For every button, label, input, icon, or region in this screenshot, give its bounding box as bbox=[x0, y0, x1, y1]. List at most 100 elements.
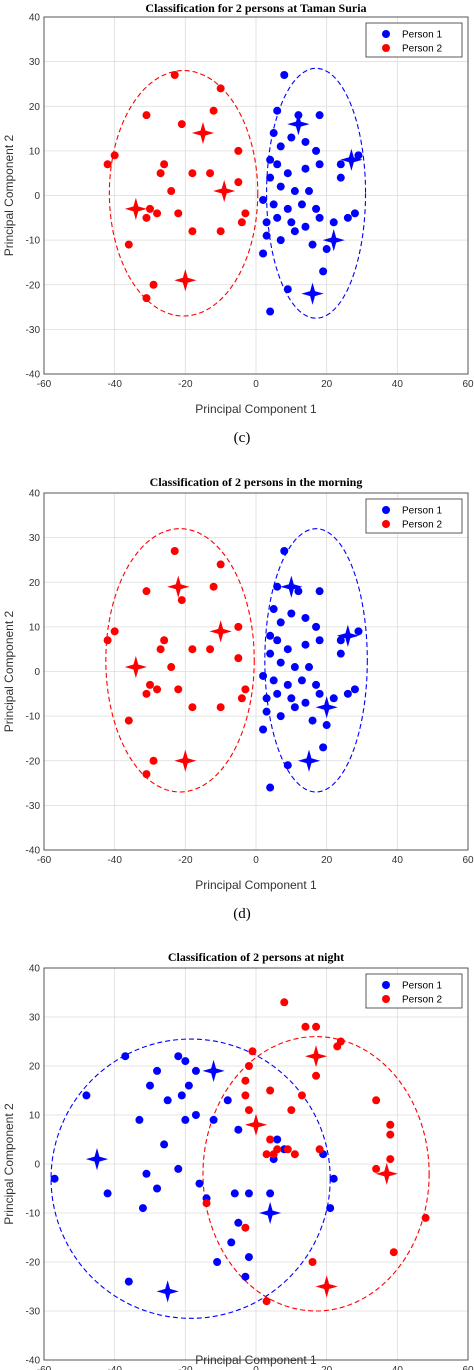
panel-caption: (c) bbox=[234, 430, 251, 446]
y-tick-label: -30 bbox=[26, 325, 41, 336]
legend-label: Person 1 bbox=[402, 981, 442, 992]
data-point-person-1 bbox=[269, 200, 278, 209]
data-point-person-1 bbox=[266, 649, 275, 658]
data-point-person-1 bbox=[287, 609, 296, 618]
data-point-person-1 bbox=[273, 213, 282, 222]
data-point-person-1 bbox=[177, 1091, 186, 1100]
data-point-person-1 bbox=[269, 605, 278, 614]
data-point-person-1 bbox=[266, 155, 275, 164]
plot-frame bbox=[43, 16, 469, 375]
data-point-person-1 bbox=[305, 187, 313, 196]
x-axis-label: Principal Component 1 bbox=[195, 878, 317, 892]
data-point-person-2 bbox=[241, 685, 250, 694]
data-point-person-2 bbox=[188, 645, 197, 654]
centroid-star-person-2 bbox=[315, 1275, 338, 1298]
data-point-person-1 bbox=[234, 1218, 243, 1227]
data-point-person-1 bbox=[287, 218, 296, 227]
data-point-person-2 bbox=[386, 1155, 395, 1164]
data-point-person-1 bbox=[312, 622, 321, 631]
data-point-person-2 bbox=[248, 1047, 257, 1056]
data-point-person-2 bbox=[241, 1076, 250, 1085]
y-tick-label: 0 bbox=[34, 1160, 40, 1171]
data-point-person-1 bbox=[195, 1179, 204, 1188]
data-point-person-1 bbox=[312, 146, 321, 155]
data-point-person-1 bbox=[280, 71, 289, 80]
centroid-star-person-2 bbox=[191, 121, 215, 145]
data-point-person-2 bbox=[177, 596, 186, 605]
x-tick-label: -20 bbox=[178, 379, 193, 390]
legend-box bbox=[365, 22, 463, 58]
data-point-person-1 bbox=[262, 694, 271, 703]
x-tick-label: -40 bbox=[107, 379, 122, 390]
y-tick-label: 40 bbox=[29, 964, 41, 975]
data-point-person-1 bbox=[266, 783, 275, 792]
data-point-person-2 bbox=[142, 111, 151, 120]
data-point-person-1 bbox=[269, 129, 278, 138]
data-point-person-2 bbox=[234, 178, 243, 187]
data-point-person-1 bbox=[276, 182, 285, 191]
chart-title: Classification of 2 persons in the morni… bbox=[150, 475, 363, 489]
centroid-star-person-2 bbox=[209, 620, 232, 643]
data-point-person-1 bbox=[269, 676, 278, 685]
data-point-person-1 bbox=[82, 1091, 91, 1100]
data-point-person-1 bbox=[322, 245, 331, 254]
y-axis-label: Principal Component 2 bbox=[2, 134, 16, 256]
data-point-person-2 bbox=[146, 680, 154, 689]
y-tick-label: -20 bbox=[26, 280, 41, 291]
data-point-person-2 bbox=[103, 636, 112, 645]
data-point-person-1 bbox=[153, 1066, 162, 1075]
data-point-person-1 bbox=[241, 1272, 250, 1281]
panel-caption: (d) bbox=[233, 906, 251, 922]
data-point-person-1 bbox=[227, 1238, 236, 1247]
centroid-star-person-2 bbox=[304, 1045, 328, 1068]
data-point-person-1 bbox=[191, 1066, 200, 1075]
data-point-person-2 bbox=[153, 685, 162, 694]
data-point-person-1 bbox=[276, 618, 285, 627]
data-point-person-2 bbox=[216, 703, 225, 712]
centroid-star-person-1 bbox=[280, 575, 303, 598]
legend-marker bbox=[382, 506, 390, 514]
centroid-star-person-2 bbox=[124, 197, 147, 220]
data-point-person-1 bbox=[138, 1204, 147, 1213]
data-point-person-1 bbox=[142, 1169, 151, 1178]
chart-panel-2: Classification of 2 persons in the morni… bbox=[2, 475, 474, 922]
data-point-person-2 bbox=[142, 587, 151, 596]
data-point-person-1 bbox=[297, 200, 306, 209]
x-tick-label: 60 bbox=[462, 379, 474, 390]
data-point-person-2 bbox=[308, 1258, 317, 1266]
y-tick-label: -20 bbox=[26, 756, 41, 767]
x-tick-label: 0 bbox=[253, 1365, 259, 1370]
data-point-person-1 bbox=[329, 218, 338, 227]
data-point-person-1 bbox=[319, 267, 328, 276]
data-point-person-1 bbox=[135, 1115, 144, 1124]
data-point-person-2 bbox=[146, 204, 154, 213]
x-tick-label: 20 bbox=[321, 1365, 333, 1370]
y-tick-label: 40 bbox=[29, 13, 41, 24]
data-point-person-2 bbox=[269, 1150, 278, 1159]
data-point-person-1 bbox=[276, 658, 285, 667]
data-point-person-2 bbox=[103, 160, 112, 169]
data-point-person-2 bbox=[188, 703, 197, 712]
data-point-person-1 bbox=[283, 285, 292, 294]
data-point-person-2 bbox=[421, 1213, 430, 1222]
legend-label: Person 1 bbox=[402, 30, 442, 41]
data-point-person-1 bbox=[259, 725, 268, 734]
y-tick-label: -40 bbox=[26, 1356, 41, 1367]
data-point-person-1 bbox=[259, 249, 268, 258]
data-point-person-1 bbox=[153, 1184, 162, 1193]
legend: Person 1 Person 2 bbox=[365, 973, 463, 1009]
data-point-person-2 bbox=[234, 622, 243, 631]
data-point-person-1 bbox=[276, 236, 285, 245]
data-point-person-1 bbox=[262, 707, 271, 716]
data-point-person-2 bbox=[297, 1091, 306, 1100]
data-point-person-1 bbox=[223, 1096, 232, 1105]
data-point-person-2 bbox=[170, 71, 179, 80]
y-tick-label: -10 bbox=[26, 236, 41, 247]
y-tick-label: 10 bbox=[29, 1111, 41, 1122]
data-point-person-2 bbox=[167, 187, 176, 196]
data-point-person-2 bbox=[202, 1199, 211, 1208]
data-point-person-1 bbox=[326, 1204, 335, 1213]
data-point-person-1 bbox=[336, 636, 345, 645]
legend-marker bbox=[382, 44, 390, 52]
data-point-person-1 bbox=[266, 307, 275, 316]
